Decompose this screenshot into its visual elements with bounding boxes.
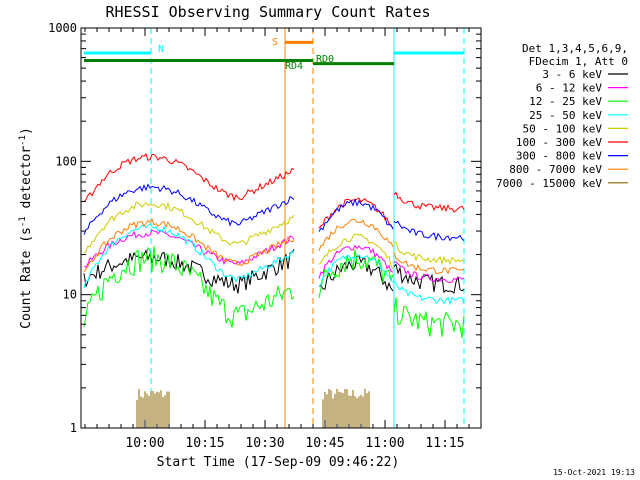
chart-title: RHESSI Observing Summary Count Rates	[105, 3, 430, 21]
legend-label: 25 - 50 keV	[529, 109, 602, 122]
legend-header: FDecim 1, Att 0	[529, 55, 628, 68]
series-line-25-50kev	[393, 280, 465, 306]
series-line-800-7000kev	[393, 252, 465, 275]
y-axis: 1 10 100 1000	[48, 21, 481, 435]
flag-label-rd0: RD0	[316, 54, 334, 65]
x-tick-label: 11:15	[425, 436, 464, 451]
series-line-12-25kev	[393, 297, 465, 339]
y-tick-label: 1	[70, 421, 77, 435]
legend-label: 12 - 25 keV	[529, 95, 602, 108]
series-line-300-800kev	[393, 220, 465, 242]
y-tick-label: 100	[55, 154, 77, 168]
series-line-12-25kev	[318, 249, 394, 299]
series-line-3-6kev	[83, 248, 295, 294]
series-line-3-6kev	[318, 255, 394, 292]
series-line-300-800kev	[318, 197, 394, 232]
series-line-50-100kev	[393, 241, 465, 266]
series-line-100-300kev	[83, 153, 295, 203]
flag-label-n: N	[158, 44, 164, 55]
x-tick-label: 10:45	[305, 436, 344, 451]
series-line-50-100kev	[318, 233, 394, 269]
x-tick-label: 10:15	[185, 436, 224, 451]
footer-timestamp: 15-Oct-2021 19:13	[553, 468, 635, 477]
y-axis-label: Count Rate (s-1 detector-1)	[18, 127, 34, 329]
series-line-12-25kev	[83, 245, 295, 328]
legend-label: 6 - 12 keV	[536, 82, 603, 95]
series-line-50-100kev	[83, 201, 295, 254]
legend-label: 50 - 100 keV	[523, 122, 603, 135]
legend-header: Det 1,3,4,5,6,9,	[522, 42, 628, 55]
x-tick-label: 10:30	[245, 436, 284, 451]
flag-label-s: S	[272, 37, 278, 48]
flag-label-rd4: RD4	[285, 61, 303, 72]
series-line-6-12kev	[318, 244, 394, 279]
x-tick-label: 10:00	[125, 436, 164, 451]
legend-label: 800 - 7000 keV	[509, 163, 602, 176]
series-line-6-12kev	[393, 260, 465, 283]
plot-content: N S RD4 RD0	[80, 28, 465, 428]
series-line-25-50kev	[318, 253, 394, 287]
x-axis-label: Start Time (17-Sep-09 09:46:22)	[157, 455, 400, 470]
series-line-300-800kev	[83, 183, 295, 235]
series-line-800-7000kev	[83, 218, 295, 273]
legend-label: 300 - 800 keV	[516, 150, 602, 163]
y-tick-label: 10	[63, 288, 77, 302]
x-axis: 10:00 10:15 10:30 10:45 11:00 11:15	[84, 28, 482, 451]
series-line-100-300kev	[393, 191, 465, 213]
x-tick-label: 11:00	[365, 436, 404, 451]
legend: Det 1,3,4,5,6,9,FDecim 1, Att 03 - 6 keV…	[496, 42, 628, 190]
legend-label: 3 - 6 keV	[542, 68, 602, 81]
y-tick-label: 1000	[48, 21, 77, 35]
legend-label: 100 - 300 keV	[516, 136, 602, 149]
series-line-800-7000kev	[318, 218, 394, 251]
legend-label: 7000 - 15000 keV	[496, 177, 602, 190]
series-line-6-12kev	[83, 229, 295, 268]
plot-frame	[80, 27, 482, 429]
series-line-25-50kev	[83, 223, 295, 289]
